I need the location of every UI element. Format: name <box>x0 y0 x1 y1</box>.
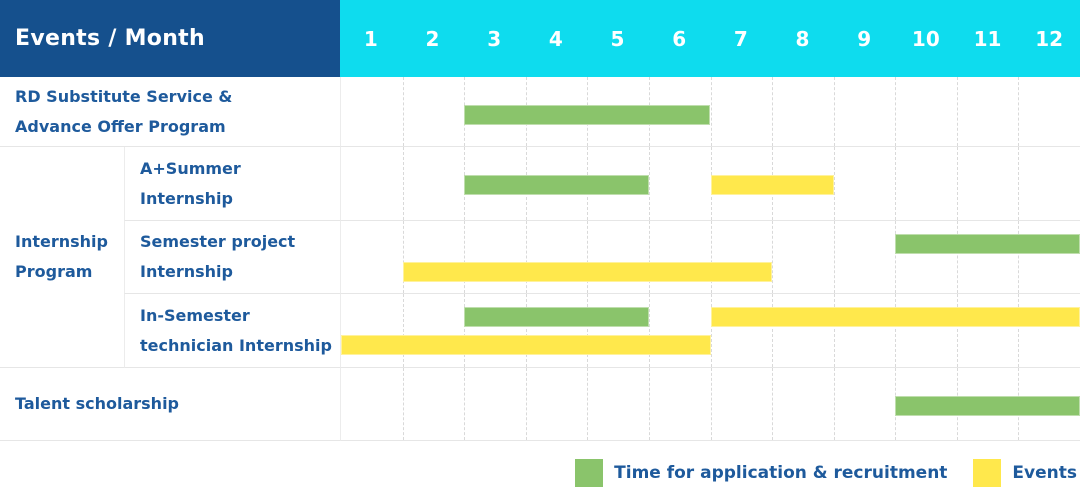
month-gridline <box>402 221 404 293</box>
month-gridline <box>525 221 527 293</box>
month-gridline <box>895 77 897 146</box>
month-gridline <box>956 294 958 367</box>
month-gridline <box>1018 147 1020 220</box>
table-header-title: Events / Month <box>0 0 340 77</box>
row-label-line: Advance Offer Program <box>15 116 226 136</box>
row-label-line: Internship <box>15 232 108 251</box>
month-gridline <box>895 294 897 367</box>
month-gridline <box>525 294 527 367</box>
gantt-bar-application-recruitment <box>895 396 1080 416</box>
month-gridline <box>710 294 712 367</box>
month-label-11: 11 <box>973 26 1002 51</box>
month-label-6: 6 <box>672 26 687 51</box>
month-label-5: 5 <box>610 26 625 51</box>
gantt-bar-events <box>402 262 773 282</box>
month-gridline <box>772 77 774 146</box>
row-chart-rd-substitute <box>340 77 1080 147</box>
month-gridline <box>464 221 466 293</box>
month-header-row: 1 2 3 4 5 6 7 8 9 10 11 12 <box>340 0 1080 77</box>
legend-swatch-green-icon <box>575 459 604 487</box>
row-label-line: technician Internship <box>140 335 332 355</box>
gantt-bar-application-recruitment <box>464 175 649 195</box>
month-gridline <box>402 147 404 220</box>
gantt-bar-events <box>710 307 1080 327</box>
month-label-7: 7 <box>733 26 748 51</box>
row-label-line: Program <box>15 262 93 281</box>
legend-label-application-recruitment: Time for application & recruitment <box>614 463 948 483</box>
month-gridline <box>648 147 650 220</box>
month-gridline <box>587 221 589 293</box>
month-label-3: 3 <box>487 26 502 51</box>
month-gridline <box>1018 294 1020 367</box>
row-label-line: Semester project <box>140 232 296 251</box>
legend-item-application-recruitment: Time for application & recruitment <box>575 459 947 487</box>
row-label-line: RD Substitute Service & <box>15 86 233 106</box>
month-gridline <box>1018 221 1020 293</box>
month-gridline <box>402 77 404 146</box>
row-label-line: Internship <box>140 188 233 208</box>
month-gridline <box>956 147 958 220</box>
month-label-9: 9 <box>857 26 872 51</box>
month-label-12: 12 <box>1035 26 1064 51</box>
row-label-in-semester-technician-internship: In-Semester technician Internship <box>124 294 340 368</box>
legend: Time for application & recruitment Event… <box>0 459 1080 487</box>
month-gridline <box>525 368 527 440</box>
legend-item-events: Events <box>973 459 1077 487</box>
month-gridline <box>956 77 958 146</box>
month-gridline <box>1018 77 1020 146</box>
gantt-bar-events <box>341 335 711 355</box>
row-label-line: Talent scholarship <box>15 394 180 413</box>
month-gridline <box>772 368 774 440</box>
month-label-8: 8 <box>795 26 810 51</box>
row-chart-semester-project-internship <box>340 221 1080 294</box>
gantt-bar-events <box>710 175 834 195</box>
page-title: Events / Month <box>15 26 205 51</box>
month-gridline <box>402 294 404 367</box>
row-chart-a-summer-internship <box>340 147 1080 221</box>
month-gridline <box>464 368 466 440</box>
row-label-line: A+Summer <box>140 158 241 178</box>
row-label-line: In-Semester <box>140 305 250 325</box>
month-gridline <box>833 294 835 367</box>
gantt-bar-application-recruitment <box>464 105 711 125</box>
month-label-4: 4 <box>548 26 563 51</box>
month-gridline <box>833 221 835 293</box>
month-label-1: 1 <box>363 26 378 51</box>
row-label-rd-substitute: RD Substitute Service & Advance Offer Pro… <box>0 77 340 147</box>
month-gridline <box>956 221 958 293</box>
month-gridline <box>710 368 712 440</box>
month-gridline <box>833 368 835 440</box>
month-gridline <box>648 294 650 367</box>
month-gridline <box>895 147 897 220</box>
month-gridline <box>772 221 774 293</box>
events-month-schedule-table: Events / Month 1 2 3 4 5 6 7 8 9 10 11 12 RD Substi… <box>0 0 1080 441</box>
row-label-a-summer-internship: A+Summer Internship <box>124 147 340 221</box>
month-gridline <box>648 368 650 440</box>
row-label-semester-project-internship: Semester project Internship <box>124 221 340 294</box>
month-gridline <box>833 147 835 220</box>
month-label-2: 2 <box>425 26 440 51</box>
row-group-label-internship-program: Internship Program <box>0 147 124 368</box>
month-gridline <box>402 368 404 440</box>
gantt-bar-application-recruitment <box>895 234 1080 254</box>
month-gridline <box>833 77 835 146</box>
row-label-talent-scholarship: Talent scholarship <box>0 368 340 441</box>
legend-swatch-yellow-icon <box>973 459 1002 487</box>
gantt-bar-application-recruitment <box>464 307 649 327</box>
month-gridline <box>648 221 650 293</box>
month-gridline <box>464 294 466 367</box>
month-gridline <box>710 221 712 293</box>
row-chart-talent-scholarship <box>340 368 1080 441</box>
month-gridline <box>587 294 589 367</box>
row-label-line: Internship <box>140 262 233 281</box>
month-gridline <box>895 221 897 293</box>
month-gridline <box>772 294 774 367</box>
month-gridline <box>587 368 589 440</box>
month-label-10: 10 <box>911 26 940 51</box>
legend-label-events: Events <box>1012 463 1077 483</box>
month-gridline <box>710 77 712 146</box>
row-chart-in-semester-technician-internship <box>340 294 1080 368</box>
